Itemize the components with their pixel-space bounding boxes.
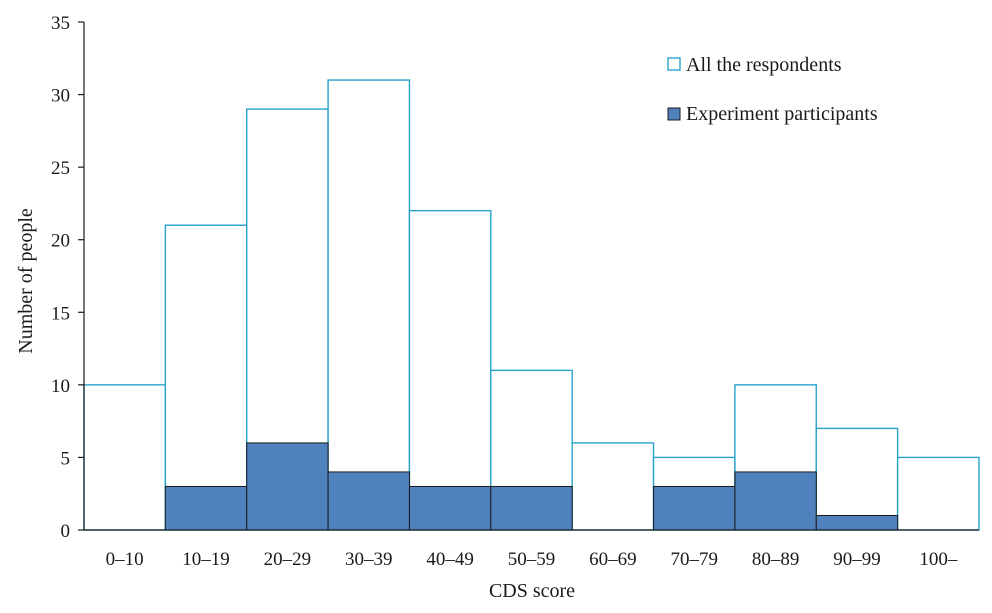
y-tick-label-3: 15 bbox=[51, 303, 70, 324]
bar-experiment-participants-2 bbox=[246, 442, 329, 531]
y-tick-label-4: 20 bbox=[51, 231, 70, 252]
experiment-participants-bars bbox=[164, 442, 899, 531]
x-tick-label-5: 50–59 bbox=[508, 549, 556, 570]
x-axis-ticks: 0–10 10–19 20–29 30–39 40–49 50–59 60–69 70–79 8… bbox=[106, 549, 958, 570]
x-tick-label-4: 40–49 bbox=[426, 549, 474, 570]
bar-experiment-participants-8 bbox=[734, 471, 817, 531]
bar-all-respondents-0 bbox=[83, 384, 167, 531]
bar-all-respondents-10 bbox=[896, 456, 980, 531]
legend-swatch-experiment-participants bbox=[667, 107, 681, 121]
x-tick-label-0: 0–10 bbox=[106, 549, 144, 570]
bar-all-respondents-1 bbox=[164, 224, 248, 531]
bar-experiment-participants-5 bbox=[490, 485, 573, 531]
x-tick-label-10: 100– bbox=[919, 549, 958, 570]
legend-label-all-respondents: All the respondents bbox=[686, 54, 842, 76]
bar-all-respondents-9 bbox=[815, 427, 899, 531]
legend-swatch-all-respondents bbox=[667, 57, 681, 71]
y-tick-label-2: 10 bbox=[51, 376, 70, 397]
bar-experiment-participants-3 bbox=[327, 471, 410, 531]
y-axis-ticks: 0 5 10 15 20 25 30 35 bbox=[51, 13, 84, 542]
x-tick-label-7: 70–79 bbox=[670, 549, 718, 570]
bar-experiment-participants-4 bbox=[408, 485, 492, 531]
x-tick-label-8: 80–89 bbox=[752, 549, 800, 570]
bar-all-respondents-3 bbox=[327, 79, 411, 531]
legend: All the respondents Experiment participa… bbox=[667, 54, 878, 125]
x-tick-label-2: 20–29 bbox=[264, 549, 312, 570]
bar-experiment-participants-7 bbox=[653, 485, 736, 531]
bar-experiment-participants-9 bbox=[815, 514, 899, 531]
bar-all-respondents-4 bbox=[408, 209, 492, 531]
x-tick-label-3: 30–39 bbox=[345, 549, 393, 570]
y-tick-label-7: 35 bbox=[51, 13, 70, 34]
x-tick-label-9: 90–99 bbox=[833, 549, 881, 570]
y-tick-label-1: 5 bbox=[61, 448, 71, 469]
legend-label-experiment-participants: Experiment participants bbox=[686, 103, 878, 125]
x-tick-label-1: 10–19 bbox=[182, 549, 230, 570]
y-tick-label-0: 0 bbox=[61, 521, 71, 542]
y-tick-label-5: 25 bbox=[51, 158, 70, 179]
bar-all-respondents-6 bbox=[571, 442, 655, 531]
x-axis-title: CDS score bbox=[489, 580, 575, 602]
x-tick-label-6: 60–69 bbox=[589, 549, 637, 570]
bar-experiment-participants-1 bbox=[164, 485, 248, 531]
y-axis-title: Number of people bbox=[15, 208, 37, 354]
all-respondents-bars bbox=[83, 79, 980, 531]
y-tick-label-6: 30 bbox=[51, 86, 70, 107]
